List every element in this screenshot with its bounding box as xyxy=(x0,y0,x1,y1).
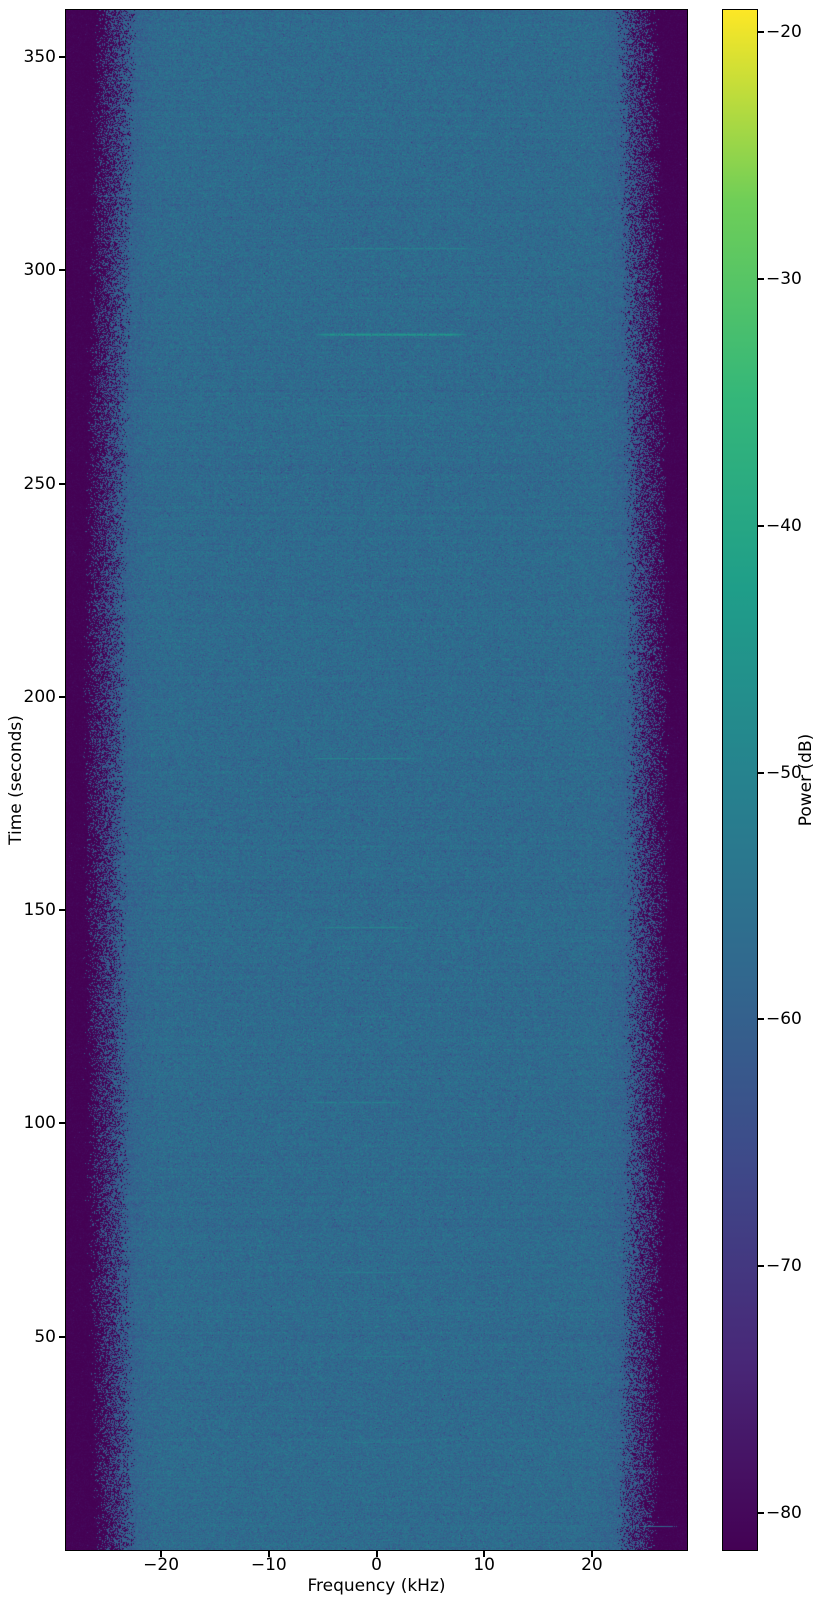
x-tick-mark xyxy=(160,1551,163,1557)
x-axis-label: Frequency (kHz) xyxy=(307,1576,446,1596)
colorbar-tick-mark xyxy=(758,771,764,774)
x-tick-label: −20 xyxy=(143,1555,180,1575)
y-tick-mark xyxy=(59,482,65,485)
x-tick-label: −10 xyxy=(250,1555,287,1575)
plot-frame xyxy=(65,9,688,1551)
colorbar-tick-mark xyxy=(758,1265,764,1268)
y-tick-label: 300 xyxy=(23,260,56,281)
colorbar-tick-label: −30 xyxy=(766,269,802,289)
colorbar-tick-label: −40 xyxy=(766,515,802,536)
colorbar-tick-mark xyxy=(758,31,764,34)
colorbar-tick-label: −70 xyxy=(766,1256,802,1277)
y-tick-label: 50 xyxy=(34,1326,56,1347)
colorbar-tick-mark xyxy=(758,278,764,280)
y-tick-mark xyxy=(59,55,65,58)
colorbar-frame xyxy=(722,9,758,1551)
spectrogram-canvas xyxy=(66,10,687,1550)
x-tick-mark xyxy=(375,1551,378,1557)
y-tick-label: 200 xyxy=(23,686,56,707)
y-tick-label: 150 xyxy=(23,900,56,921)
y-tick-mark xyxy=(59,1122,65,1125)
colorbar-tick-mark xyxy=(758,1018,764,1021)
x-tick-label: 20 xyxy=(581,1555,603,1575)
x-tick-mark xyxy=(267,1551,270,1557)
y-tick-mark xyxy=(59,909,65,912)
y-tick-mark xyxy=(59,695,65,698)
y-tick-label: 350 xyxy=(23,46,56,67)
colorbar-tick-label: −60 xyxy=(766,1009,802,1030)
colorbar-tick-label: −20 xyxy=(766,22,802,43)
colorbar-tick-label: −80 xyxy=(766,1502,802,1523)
x-tick-mark xyxy=(483,1551,486,1557)
y-tick-label: 100 xyxy=(23,1113,56,1134)
colorbar-label: Power (dB) xyxy=(796,733,816,827)
x-tick-mark xyxy=(590,1551,593,1557)
colorbar-tick-mark xyxy=(758,524,764,527)
y-tick-mark xyxy=(59,1335,65,1338)
y-axis-label: Time (seconds) xyxy=(6,715,26,845)
y-tick-mark xyxy=(59,269,65,272)
y-tick-label: 250 xyxy=(23,473,56,494)
x-tick-label: 0 xyxy=(371,1555,382,1575)
colorbar-tick-label: −50 xyxy=(766,762,802,783)
x-tick-label: 10 xyxy=(473,1555,495,1575)
colorbar-tick-mark xyxy=(758,1511,764,1514)
colorbar-gradient xyxy=(723,10,757,1550)
